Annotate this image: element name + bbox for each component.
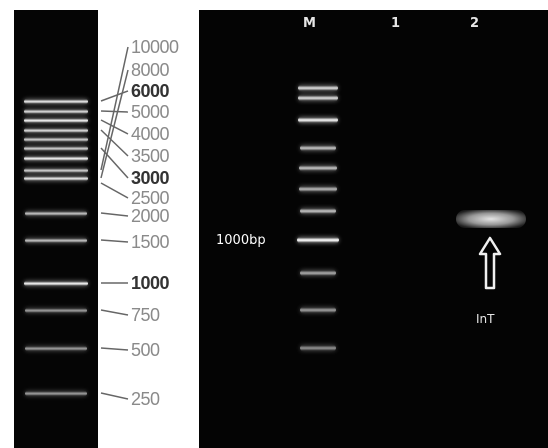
ladder-size-label: 4000 [131, 124, 170, 144]
marker-band [298, 95, 338, 101]
leader-line [100, 110, 129, 113]
marker-band [299, 186, 337, 192]
ladder-size-label: 750 [131, 305, 160, 325]
ladder-band [24, 118, 88, 123]
up-arrow-icon [478, 236, 502, 290]
ladder-size-label: 3500 [131, 146, 170, 166]
marker-band [297, 237, 339, 243]
lane-label-1: 1 [391, 16, 401, 31]
leader-line [100, 239, 129, 243]
lane-label-2: 2 [470, 16, 480, 31]
marker-band [299, 165, 337, 171]
ladder-size-label: 500 [131, 340, 160, 360]
leader-line [100, 212, 129, 217]
ladder-band [25, 238, 87, 243]
ladder-band [24, 137, 88, 142]
ladder-band [24, 99, 88, 104]
ladder-band [24, 109, 88, 114]
leader-line [100, 90, 129, 102]
marker-band [300, 208, 336, 214]
ladder-band [25, 211, 87, 216]
ladder-band [24, 176, 88, 181]
marker-band [300, 307, 336, 313]
ladder-band [25, 308, 87, 313]
ladder-size-label: 5000 [131, 102, 170, 122]
ladder-band [25, 346, 87, 351]
ladder-size-label: 2500 [131, 188, 170, 208]
ladder-band [24, 156, 88, 161]
ladder-band [24, 128, 88, 133]
leader-line [100, 182, 129, 199]
marker-band [300, 145, 336, 151]
marker-band [300, 270, 336, 276]
ladder-size-label: 3000 [131, 168, 170, 188]
insert-label: InT [476, 312, 495, 326]
ladder-size-label: 2000 [131, 206, 170, 226]
marker-band [298, 117, 338, 123]
electrophoresis-gel-image [199, 10, 548, 448]
ladder-band [24, 146, 88, 151]
ladder-band [24, 168, 88, 173]
sample-band-lane-2 [456, 210, 526, 228]
leader-line [100, 309, 129, 316]
marker-1000bp-label: 1000bp [216, 233, 266, 248]
leader-line [100, 392, 129, 400]
leader-line [100, 46, 129, 171]
marker-band [300, 345, 336, 351]
ladder-band [24, 281, 88, 286]
ladder-size-label: 6000 [131, 81, 170, 101]
leader-line [100, 347, 129, 351]
ladder-size-label: 1000 [131, 273, 170, 293]
ladder-gel-image [14, 10, 98, 448]
marker-band [298, 85, 338, 91]
ladder-size-label: 1500 [131, 232, 170, 252]
ladder-size-label: 10000 [131, 37, 179, 57]
ladder-size-label: 250 [131, 389, 160, 409]
leader-line [100, 69, 129, 179]
leader-line [100, 119, 129, 135]
ladder-band [25, 391, 87, 396]
ladder-size-label: 8000 [131, 60, 170, 80]
leader-line [100, 129, 129, 157]
lane-label-m: M [303, 16, 316, 31]
leader-line [100, 147, 129, 179]
